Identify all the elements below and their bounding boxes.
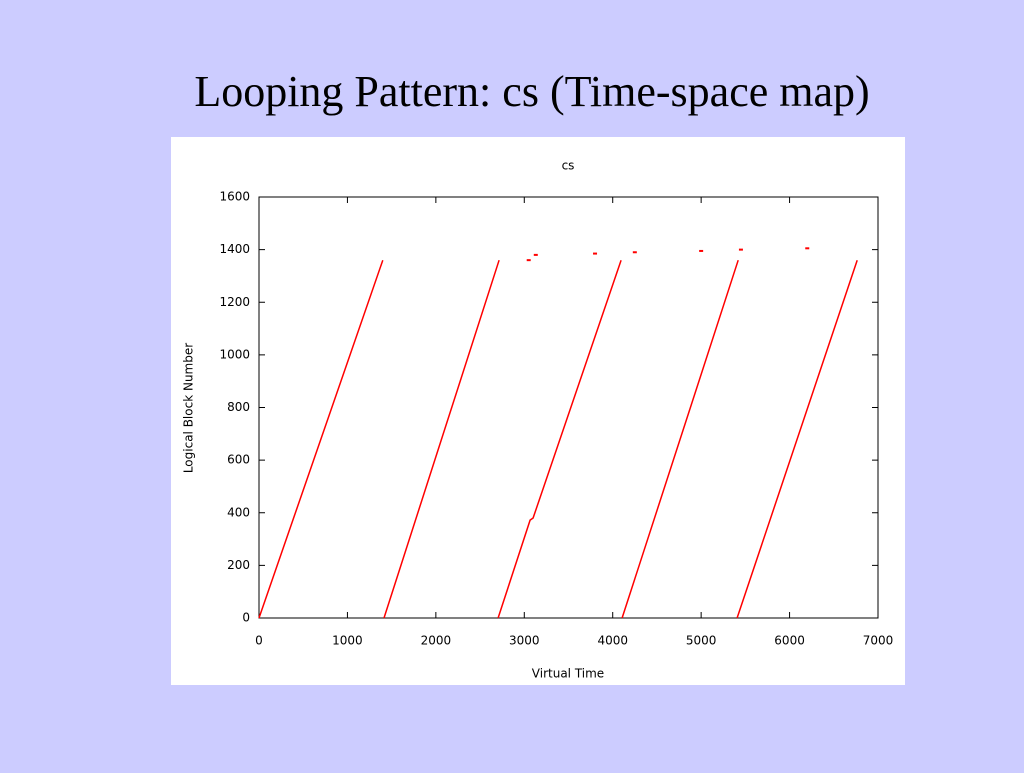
- x-tick-label: 4000: [597, 634, 628, 648]
- data-point: [533, 253, 538, 256]
- data-line: [258, 259, 858, 619]
- y-axis-label: Logical Block Number: [182, 343, 196, 473]
- data-point: [738, 248, 743, 251]
- x-tick-label: 1000: [332, 634, 363, 648]
- x-tick-label: 3000: [509, 634, 540, 648]
- y-tick-label: 0: [242, 611, 250, 625]
- x-axis-label: Virtual Time: [532, 667, 604, 681]
- x-tick-label: 7000: [863, 634, 894, 648]
- data-point: [593, 252, 598, 255]
- y-tick-label: 1600: [219, 190, 250, 204]
- y-tick-label: 400: [227, 505, 250, 519]
- data-point: [699, 249, 704, 252]
- y-tick-label: 1400: [219, 242, 250, 256]
- y-tick-label: 200: [227, 558, 250, 572]
- y-tick-label: 800: [227, 400, 250, 414]
- slide-title: Looping Pattern: cs (Time-space map): [194, 67, 869, 116]
- y-tick-label: 1200: [219, 295, 250, 309]
- x-tick-label: 5000: [686, 634, 717, 648]
- chart-background: [171, 137, 905, 685]
- data-point: [632, 251, 637, 254]
- x-tick-label: 6000: [774, 634, 805, 648]
- y-tick-label: 1000: [219, 347, 250, 361]
- chart-title: cs: [562, 159, 575, 173]
- y-tick-label: 600: [227, 453, 250, 467]
- x-tick-label: 2000: [421, 634, 452, 648]
- data-point: [805, 247, 810, 250]
- data-point: [526, 259, 531, 262]
- x-tick-label: 0: [255, 634, 263, 648]
